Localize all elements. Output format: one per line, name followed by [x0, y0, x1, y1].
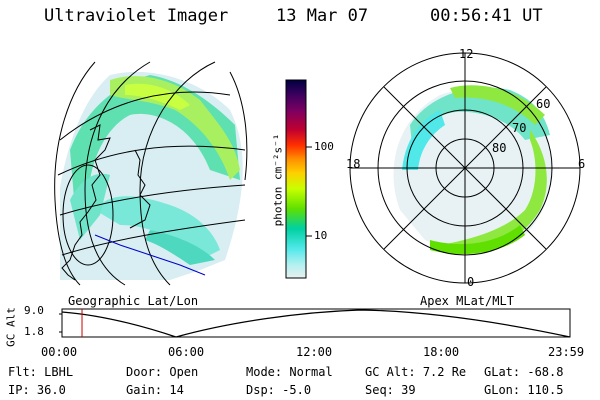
timeline-ytick-high: 9.0	[24, 304, 44, 317]
timeline-xtick-2359: 23:59	[548, 345, 585, 359]
status-mode: Mode: Normal	[246, 365, 333, 379]
timeline-ylabel: GC Alt	[4, 307, 18, 347]
mlt-label-18: 18	[346, 157, 361, 171]
colorbar-tick-10: 10	[314, 229, 328, 242]
apex-label: Apex MLat/MLT	[420, 294, 514, 308]
status-dsp: Dsp: -5.0	[246, 383, 312, 397]
timeline-xtick-0600: 06:00	[168, 345, 205, 359]
status-flt: Flt: LBHL	[8, 365, 74, 379]
geographic-label: Geographic Lat/Lon	[68, 294, 199, 308]
date-label: 13 Mar 07	[276, 6, 369, 26]
status-glat: GLat: -68.8	[484, 365, 564, 379]
lat-label-60: 60	[536, 97, 551, 111]
mlt-label-12: 12	[459, 47, 474, 61]
timeline-xtick-1200: 12:00	[296, 345, 333, 359]
timeline-xtick-1800: 18:00	[423, 345, 460, 359]
status-glon: GLon: 110.5	[484, 383, 564, 397]
status-gain: Gain: 14	[126, 383, 184, 397]
status-gc-alt: GC Alt: 7.2 Re	[365, 365, 467, 379]
timeline-xtick-0000: 00:00	[41, 345, 78, 359]
colorbar-unit-label: photon cm⁻²s⁻¹	[271, 133, 285, 227]
colorbar-tick-100: 100	[314, 140, 334, 153]
time-label: 00:56:41 UT	[430, 6, 543, 26]
timeline-ytick-low: 1.8	[24, 325, 44, 338]
mlt-label-0: 0	[467, 275, 475, 289]
status-door: Door: Open	[126, 365, 199, 379]
status-seq: Seq: 39	[365, 383, 416, 397]
mlt-label-6: 6	[578, 157, 586, 171]
instrument-title: Ultraviolet Imager	[44, 6, 229, 26]
lat-label-80: 80	[492, 141, 507, 155]
status-ip: IP: 36.0	[8, 383, 66, 397]
lat-label-70: 70	[512, 121, 527, 135]
